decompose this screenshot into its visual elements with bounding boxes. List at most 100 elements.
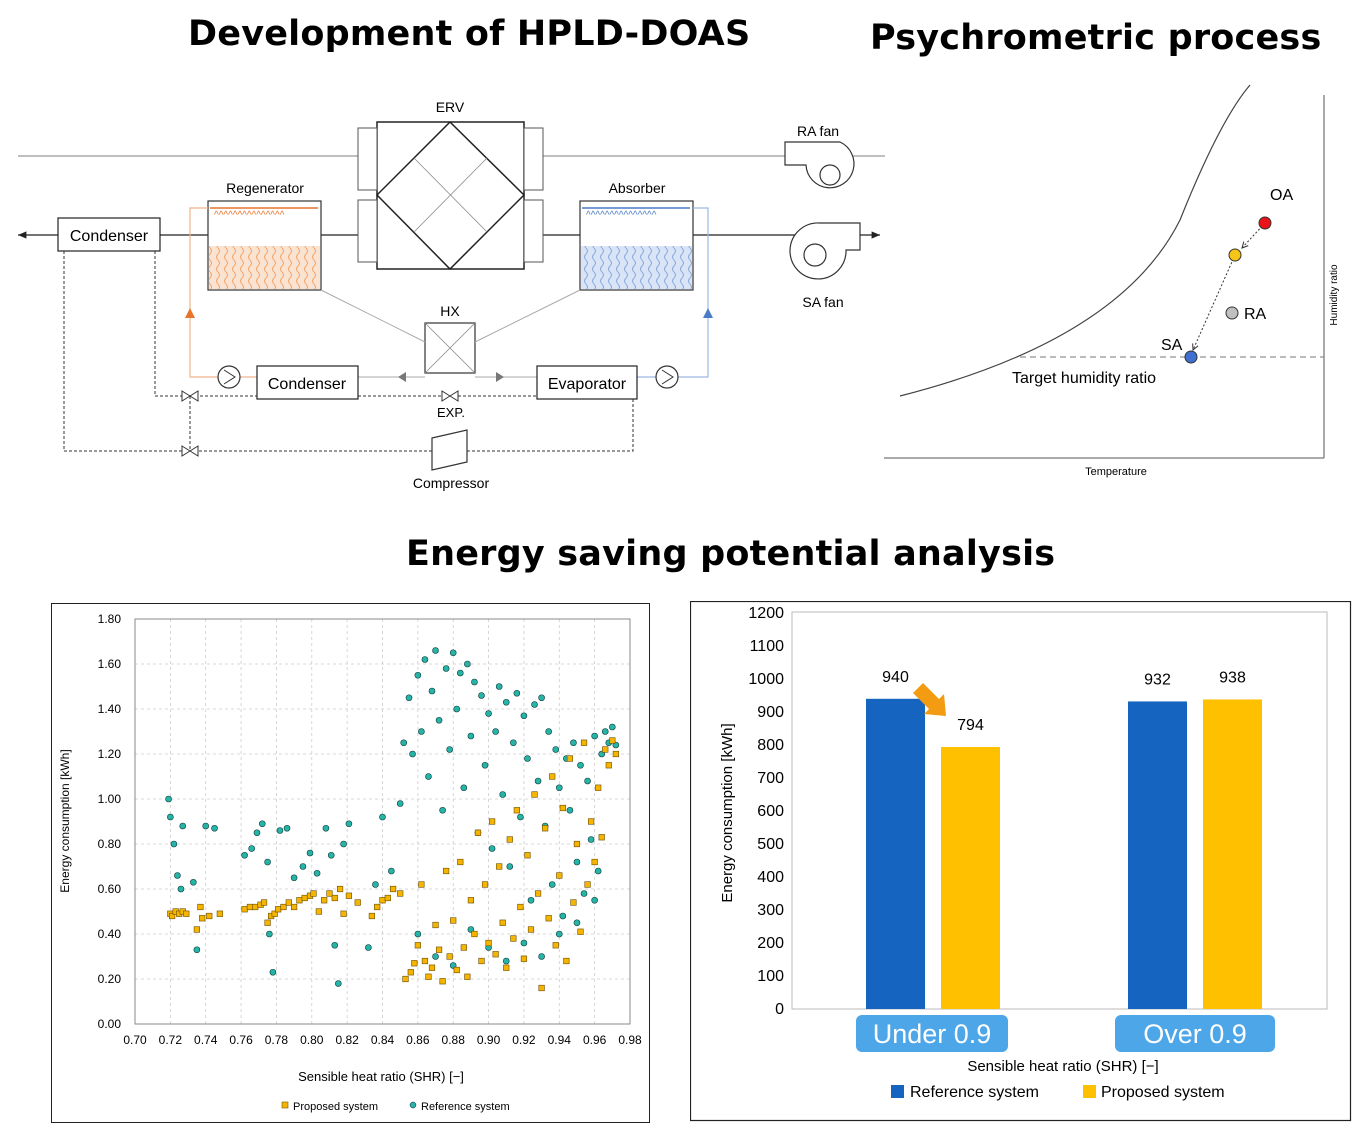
scatter-point-proposed xyxy=(183,910,190,917)
oa-point xyxy=(1258,216,1272,230)
scatter-point-proposed xyxy=(527,926,535,933)
oa-label: OA xyxy=(1270,187,1293,204)
ra-fan-label: RA fan xyxy=(797,123,839,139)
scatter-point-reference xyxy=(211,824,218,832)
scatter-point-reference xyxy=(442,665,450,672)
scatter-point-reference xyxy=(513,689,521,697)
bar-y-tick-label: 600 xyxy=(757,803,784,820)
sa-fan-label: SA fan xyxy=(802,294,843,310)
scatter-point-proposed xyxy=(485,939,492,947)
scatter-point-reference xyxy=(538,694,545,702)
erv-label: ERV xyxy=(436,99,465,115)
scatter-point-proposed xyxy=(559,804,566,812)
scatter-point-reference xyxy=(481,761,489,769)
scatter-ylabel: Energy consumption [kWh] xyxy=(58,749,72,892)
scatter-point-reference xyxy=(591,896,598,904)
scatter-point-proposed xyxy=(199,915,206,922)
scatter-x-tick-label: 0.92 xyxy=(512,1033,536,1047)
scatter-x-tick-label: 0.80 xyxy=(300,1033,324,1047)
scatter-point-proposed xyxy=(577,928,584,935)
scatter-y-tick-label: 0.00 xyxy=(98,1017,122,1031)
scatter-point-proposed xyxy=(374,903,381,911)
scatter-point-proposed xyxy=(602,746,609,753)
scatter-point-proposed xyxy=(573,840,581,848)
scatter-y-tick-label: 1.80 xyxy=(98,612,122,626)
ra-label: RA xyxy=(1244,306,1267,323)
scatter-point-proposed xyxy=(275,906,282,913)
scatter-point-proposed xyxy=(566,755,573,762)
scatter-point-reference xyxy=(467,732,475,740)
scatter-frame xyxy=(51,603,650,1123)
bar-y-ticks: 0 100 200 300 400 500 600 700 800 900 1000 1100 1200 xyxy=(748,605,784,1018)
scatter-point-proposed xyxy=(310,890,317,897)
bar-xlabel: Sensible heat ratio (SHR) [−] xyxy=(967,1058,1158,1075)
category-badge-over xyxy=(1115,1015,1275,1052)
legend-reference-swatch xyxy=(891,1085,904,1098)
scatter-point-proposed xyxy=(345,892,353,899)
bar-y-tick-label: 500 xyxy=(757,836,784,853)
scatter-point-proposed xyxy=(291,903,298,911)
hx-label: HX xyxy=(440,303,460,319)
scatter-point-proposed xyxy=(503,964,510,971)
scatter-point-reference xyxy=(322,824,330,832)
scatter-point-reference xyxy=(492,728,499,735)
scatter-point-reference xyxy=(499,791,507,798)
scatter-point-reference xyxy=(464,660,471,668)
scatter-point-reference xyxy=(485,710,492,717)
scatter-point-proposed xyxy=(390,885,397,893)
scatter-point-proposed xyxy=(499,919,506,926)
scatter-point-proposed xyxy=(450,917,457,924)
scatter-point-reference xyxy=(331,941,339,949)
scatter-point-proposed xyxy=(439,978,446,985)
scatter-point-reference xyxy=(570,739,577,747)
bar-y-tick-label: 200 xyxy=(757,935,784,952)
scatter-point-proposed xyxy=(246,903,254,911)
scatter-x-tick-label: 0.82 xyxy=(335,1033,359,1047)
bar-value-label: 932 xyxy=(1144,671,1171,688)
scatter-point-reference xyxy=(190,878,197,886)
scatter-point-reference xyxy=(306,849,314,857)
legend-reference-marker xyxy=(409,1101,417,1109)
scatter-point-reference xyxy=(555,930,563,938)
scatter-point-proposed xyxy=(595,784,602,791)
absorber-label: Absorber xyxy=(609,180,666,196)
scatter-point-proposed xyxy=(524,852,531,859)
psychrometric-chart: OA RA SA Target humidity ratio Temperatu… xyxy=(884,84,1340,478)
scatter-point-proposed xyxy=(453,966,460,974)
sa-fan-icon xyxy=(789,222,861,280)
evaporator-label: Evaporator xyxy=(548,376,627,393)
scatter-point-reference xyxy=(435,716,443,724)
regenerator-spray-icon: ^^^^^^^^^^^^^^^ xyxy=(214,210,285,221)
scatter-point-proposed xyxy=(425,973,432,980)
bar-y-tick-label: 1100 xyxy=(750,638,785,655)
scatter-point-reference xyxy=(372,881,379,888)
scatter-point-proposed xyxy=(591,858,598,866)
scatter-x-tick-label: 0.84 xyxy=(371,1033,395,1047)
scatter-point-reference xyxy=(460,784,468,792)
scatter-plot-area xyxy=(134,618,631,1025)
scatter-point-proposed xyxy=(556,872,563,879)
bar-y-tick-label: 0 xyxy=(775,1001,784,1018)
scatter-xlabel: Sensible heat ratio (SHR) [−] xyxy=(298,1069,464,1084)
scatter-point-reference xyxy=(425,773,432,780)
scatter-point-proposed xyxy=(280,903,287,911)
scatter-point-proposed xyxy=(563,957,570,965)
legend-reference-label: Reference system xyxy=(421,1101,510,1113)
scatter-point-reference xyxy=(488,845,496,852)
scatter-point-reference xyxy=(365,944,372,951)
scatter-point-reference xyxy=(418,728,425,735)
scatter-x-tick-label: 0.72 xyxy=(159,1033,183,1047)
scatter-point-proposed xyxy=(206,912,213,920)
scatter-x-tick-label: 0.76 xyxy=(229,1033,253,1047)
scatter-point-proposed xyxy=(520,955,528,962)
scatter-point-reference xyxy=(400,739,408,747)
condenser-mid-label: Condenser xyxy=(268,376,347,393)
scatter-y-tick-label: 1.00 xyxy=(98,792,122,806)
scatter-point-proposed xyxy=(552,942,559,949)
energy-title: Energy saving potential analysis xyxy=(406,534,1056,574)
scatter-point-proposed xyxy=(368,912,375,920)
scatter-point-reference xyxy=(502,698,510,706)
scatter-point-proposed xyxy=(402,975,409,983)
scatter-point-reference xyxy=(167,813,174,821)
scatter-point-proposed xyxy=(379,897,386,904)
